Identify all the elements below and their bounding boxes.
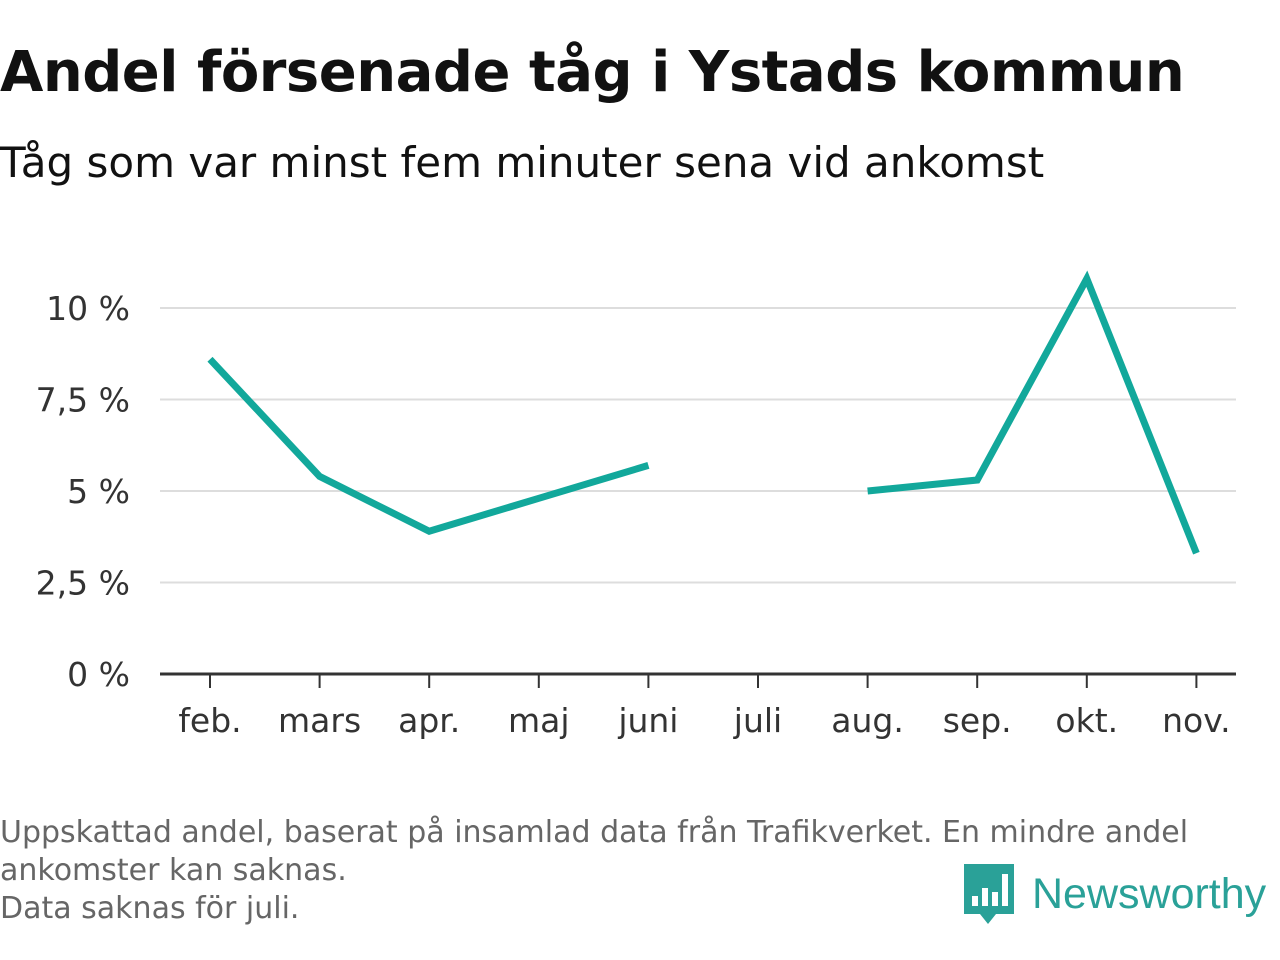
x-axis-ticks: feb. mars apr. maj juni juli aug. sep. okt. nov. <box>178 674 1231 740</box>
y-tick-label: 0 % <box>67 655 130 694</box>
x-tick-label: okt. <box>1055 701 1118 740</box>
x-tick-label: apr. <box>398 701 460 740</box>
footnote-line: ankomster kan saknas. <box>0 853 347 888</box>
x-tick-label: feb. <box>178 701 241 740</box>
series-lines <box>207 270 1200 555</box>
y-tick-label: 7,5 % <box>36 381 130 420</box>
line-chart: 0 % 2,5 % 5 % 7,5 % 10 % feb. mars apr. maj juni… <box>36 270 1236 740</box>
brand-name: Newsworthy <box>1032 869 1267 918</box>
x-tick-label: juli <box>733 701 782 740</box>
x-tick-label: nov. <box>1162 701 1231 740</box>
chart-subtitle: Tåg som var minst fem minuter sena vid a… <box>0 138 1045 187</box>
footnote: Uppskattad andel, baserat på insamlad da… <box>0 814 1270 928</box>
footnote-line: Uppskattad andel, baserat på insamlad da… <box>0 815 1189 850</box>
y-tick-label: 10 % <box>46 289 130 328</box>
x-tick-label: maj <box>508 701 570 740</box>
y-tick-label: 2,5 % <box>36 564 130 603</box>
series-line <box>207 356 650 536</box>
x-tick-label: sep. <box>943 701 1012 740</box>
chart-title: Andel försenade tåg i Ystads kommun <box>0 40 1185 105</box>
y-axis-ticks: 0 % 2,5 % 5 % 7,5 % 10 % <box>36 289 130 694</box>
newsworthy-logo-icon <box>964 864 1014 924</box>
x-tick-label: aug. <box>831 701 904 740</box>
series-line <box>867 270 1200 555</box>
grid-lines <box>160 307 1236 584</box>
footnote-line: Data saknas för juli. <box>0 891 300 926</box>
x-tick-label: mars <box>278 701 361 740</box>
x-tick-label: juni <box>617 701 678 740</box>
y-tick-label: 5 % <box>67 472 130 511</box>
newsworthy-logo: Newsworthy <box>964 864 1266 924</box>
